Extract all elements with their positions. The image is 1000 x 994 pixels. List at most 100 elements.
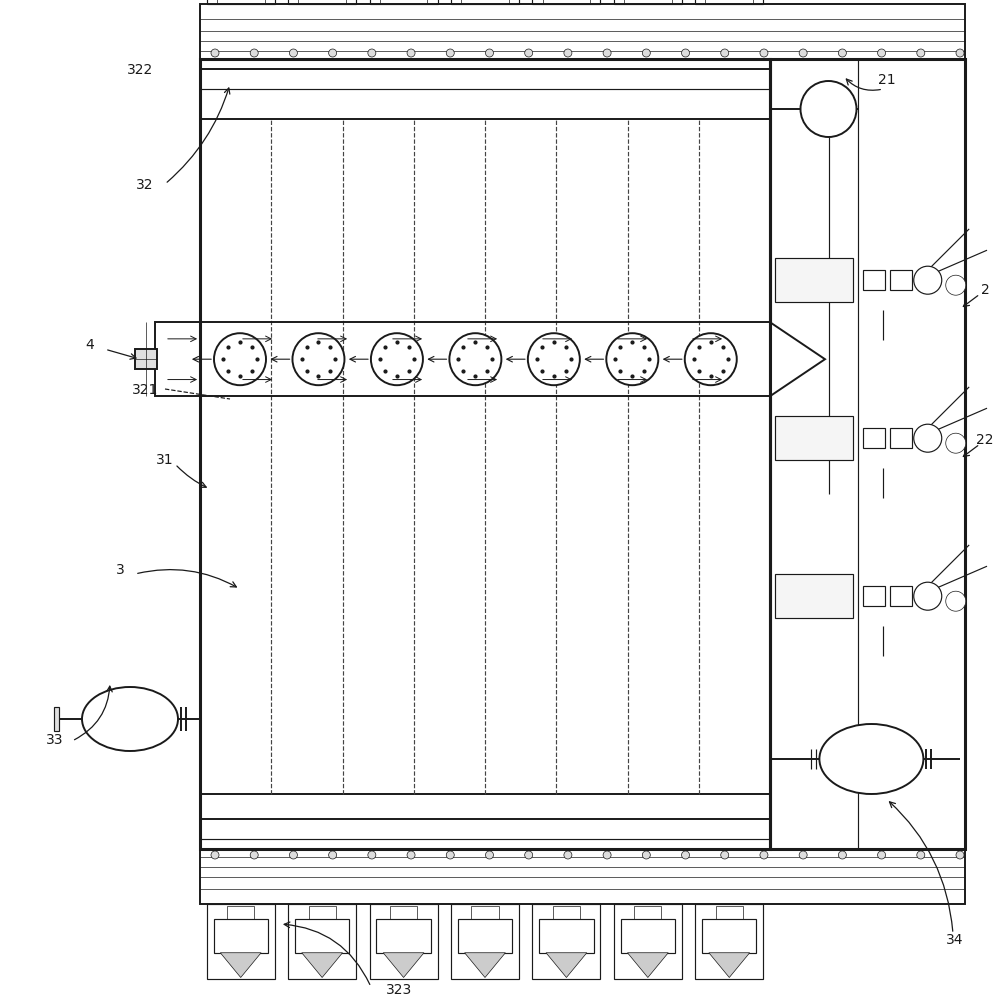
- Bar: [200, 60, 770, 849]
- Circle shape: [878, 50, 886, 58]
- Circle shape: [642, 851, 650, 859]
- Bar: [288, 905, 356, 979]
- Circle shape: [800, 82, 856, 138]
- Circle shape: [368, 851, 376, 859]
- Bar: [863, 586, 885, 606]
- Bar: [890, 271, 912, 291]
- Circle shape: [838, 851, 846, 859]
- Circle shape: [760, 851, 768, 859]
- Bar: [775, 259, 853, 303]
- Circle shape: [682, 50, 690, 58]
- Circle shape: [956, 851, 964, 859]
- Text: 33: 33: [46, 733, 64, 746]
- Bar: [288, 0, 356, 5]
- Bar: [390, 906, 417, 919]
- Bar: [775, 575, 853, 618]
- Bar: [890, 586, 912, 606]
- Polygon shape: [627, 953, 668, 977]
- Circle shape: [838, 50, 846, 58]
- Circle shape: [685, 334, 737, 386]
- Circle shape: [250, 50, 258, 58]
- Polygon shape: [546, 953, 587, 977]
- Bar: [295, 919, 349, 953]
- Ellipse shape: [82, 687, 178, 751]
- Bar: [863, 271, 885, 291]
- Bar: [716, 906, 743, 919]
- Circle shape: [525, 851, 533, 859]
- Circle shape: [329, 851, 337, 859]
- Text: 3: 3: [116, 563, 124, 577]
- Polygon shape: [220, 953, 261, 977]
- Circle shape: [603, 50, 611, 58]
- Circle shape: [446, 851, 454, 859]
- Circle shape: [956, 50, 964, 58]
- Circle shape: [914, 424, 942, 452]
- Polygon shape: [770, 323, 825, 397]
- Bar: [634, 906, 661, 919]
- Bar: [532, 905, 600, 979]
- Bar: [614, 0, 682, 5]
- Circle shape: [878, 851, 886, 859]
- Bar: [702, 919, 756, 953]
- Bar: [624, 0, 672, 5]
- Bar: [155, 323, 770, 397]
- Bar: [695, 0, 763, 5]
- Bar: [543, 0, 590, 5]
- Bar: [461, 0, 509, 5]
- Bar: [214, 919, 268, 953]
- Bar: [775, 416, 853, 461]
- Bar: [380, 0, 427, 5]
- Bar: [207, 905, 275, 979]
- Circle shape: [682, 851, 690, 859]
- Ellipse shape: [819, 725, 923, 794]
- Bar: [370, 905, 438, 979]
- Bar: [217, 0, 265, 5]
- Bar: [370, 0, 438, 5]
- Circle shape: [721, 50, 729, 58]
- Circle shape: [642, 50, 650, 58]
- Text: 2: 2: [981, 282, 989, 296]
- Polygon shape: [302, 953, 343, 977]
- Bar: [695, 905, 763, 979]
- Circle shape: [289, 50, 297, 58]
- Circle shape: [371, 334, 423, 386]
- Bar: [532, 0, 600, 5]
- Circle shape: [914, 582, 942, 610]
- Circle shape: [449, 334, 501, 386]
- Bar: [451, 905, 519, 979]
- Circle shape: [914, 267, 942, 295]
- Circle shape: [606, 334, 658, 386]
- Polygon shape: [383, 953, 424, 977]
- Text: 31: 31: [156, 452, 174, 466]
- Bar: [376, 919, 431, 953]
- Bar: [309, 906, 336, 919]
- Bar: [54, 708, 59, 732]
- Circle shape: [721, 851, 729, 859]
- Bar: [227, 906, 254, 919]
- Circle shape: [564, 50, 572, 58]
- Circle shape: [603, 851, 611, 859]
- Bar: [200, 5, 965, 60]
- Bar: [471, 906, 499, 919]
- Text: 323: 323: [386, 982, 413, 994]
- Text: 4: 4: [86, 338, 94, 352]
- Bar: [135, 350, 157, 370]
- Circle shape: [292, 334, 344, 386]
- Polygon shape: [465, 953, 505, 977]
- Bar: [200, 849, 965, 905]
- Circle shape: [407, 50, 415, 58]
- Circle shape: [329, 50, 337, 58]
- Circle shape: [211, 851, 219, 859]
- Circle shape: [485, 851, 493, 859]
- Bar: [207, 0, 275, 5]
- Circle shape: [525, 50, 533, 58]
- Circle shape: [799, 851, 807, 859]
- Bar: [539, 919, 594, 953]
- Circle shape: [564, 851, 572, 859]
- Text: 21: 21: [878, 73, 896, 86]
- Bar: [458, 919, 512, 953]
- Circle shape: [946, 276, 966, 296]
- Circle shape: [799, 50, 807, 58]
- Bar: [863, 428, 885, 448]
- Circle shape: [368, 50, 376, 58]
